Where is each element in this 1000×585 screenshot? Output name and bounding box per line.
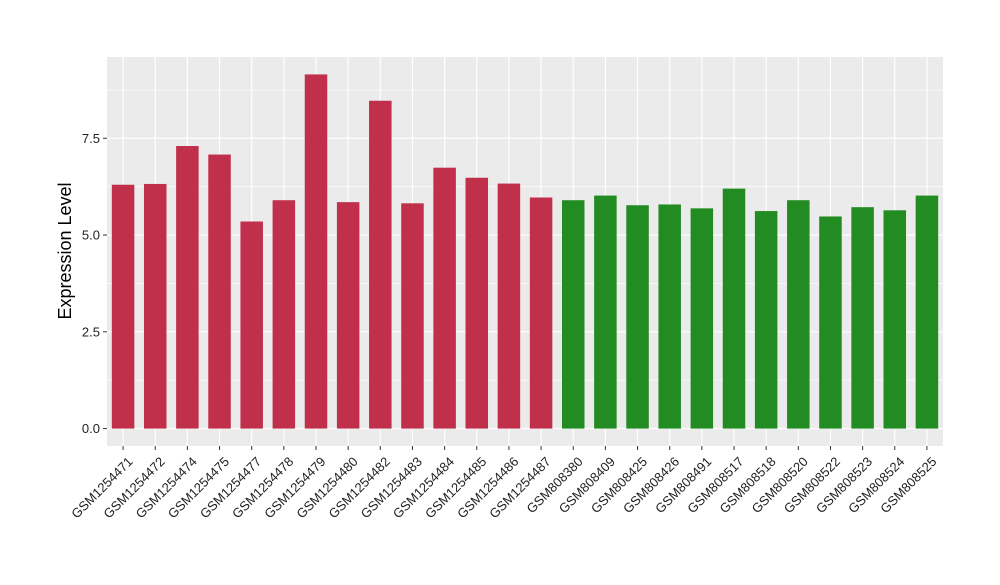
x-axis: GSM1254471GSM1254472GSM1254474GSM1254475… [68, 446, 939, 521]
bar [497, 183, 521, 429]
y-tick-label: 7.5 [82, 131, 100, 146]
bar [336, 202, 360, 429]
bar [561, 200, 585, 429]
y-tick-label: 5.0 [82, 228, 100, 243]
bar [594, 195, 617, 429]
bar [722, 188, 746, 429]
bar [754, 211, 778, 429]
y-axis-title: Expression Level [55, 182, 75, 319]
bar [272, 200, 296, 429]
bar [208, 154, 231, 429]
y-tick-label: 0.0 [82, 421, 100, 436]
bar [433, 167, 456, 429]
y-axis: 0.0 2.5 5.0 7.5 [82, 131, 107, 436]
bar [690, 208, 714, 429]
bar [819, 216, 842, 429]
bar [883, 210, 907, 429]
plot-panel [107, 57, 943, 446]
y-tick-label: 2.5 [82, 324, 100, 339]
bar [529, 197, 553, 429]
bar [465, 177, 489, 429]
bar [143, 183, 167, 429]
bars-group [111, 74, 939, 429]
bar [111, 184, 135, 429]
bar [851, 207, 874, 429]
bar [176, 146, 199, 429]
bar [304, 74, 328, 429]
bar [915, 195, 939, 429]
bar [369, 100, 392, 429]
bar [240, 221, 263, 429]
bar [626, 205, 649, 429]
bar [787, 200, 810, 429]
bar [658, 204, 681, 429]
bar [401, 203, 424, 429]
